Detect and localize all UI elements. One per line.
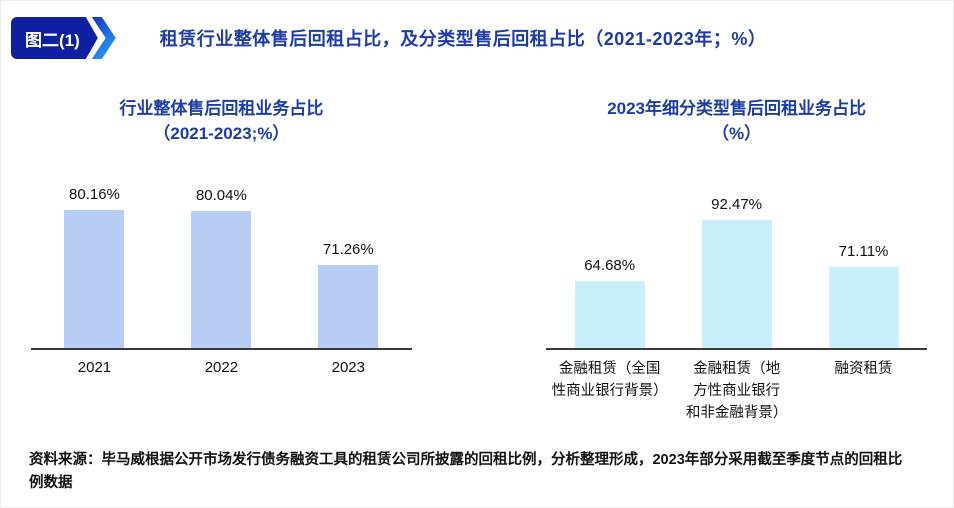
- figure-title: 租赁行业整体售后回租占比，及分类型售后回租占比（2021-2023年；%）: [159, 29, 767, 49]
- chart-title: 行业整体售后回租业务占比 （2021-2023;%）: [31, 97, 412, 146]
- category-label: 2021: [77, 359, 112, 377]
- figure-number-badge: 图二(1): [11, 17, 116, 59]
- chart-title-line1: 2023年细分类型售后回租业务占比: [607, 99, 867, 118]
- bar-value-label: 80.04%: [195, 187, 247, 205]
- chart-by-type-2023: 2023年细分类型售后回租业务占比 （%） 64.68% 92.47% 71.11%…: [546, 97, 927, 425]
- bar-value-label: 71.26%: [322, 241, 374, 259]
- bar: [64, 210, 125, 349]
- bar-value-label: 80.16%: [69, 186, 120, 204]
- bar: [828, 267, 899, 349]
- source-note: 资料来源：毕马威根据公开市场发行债务融资工具的租赁公司所披露的回租比例，分析整理…: [29, 451, 903, 491]
- bar: [318, 265, 379, 349]
- bar-value-label: 92.47%: [711, 196, 763, 214]
- bar-value-label: 64.68%: [584, 257, 636, 275]
- figure-header: 图二(1) 租赁行业整体售后回租占比，及分类型售后回租占比（2021-2023年…: [1, 1, 953, 59]
- plot-area: 80.16% 80.04% 71.26%: [31, 154, 412, 351]
- bar-column: 71.11%: [800, 243, 927, 349]
- chart-industry-overall: 行业整体售后回租业务占比 （2021-2023;%） 80.16% 80.04% 7…: [31, 97, 412, 425]
- category-label: 2022: [204, 359, 239, 377]
- plot-area: 64.68% 92.47% 71.11%: [546, 154, 927, 351]
- charts-row: 行业整体售后回租业务占比 （2021-2023;%） 80.16% 80.04% 7…: [1, 97, 953, 425]
- chart-title-line1: 行业整体售后回租业务占比: [119, 99, 324, 118]
- bar-value-label: 71.11%: [838, 243, 889, 261]
- bar-column: 71.26%: [285, 241, 412, 349]
- category-label: 2023: [331, 359, 365, 377]
- bar: [574, 281, 645, 349]
- category-label: 融资租赁: [834, 361, 893, 378]
- chart-title-line2: （2021-2023;%）: [153, 123, 290, 143]
- chart-title: 2023年细分类型售后回租业务占比 （%）: [546, 97, 927, 146]
- bar-column: 80.16%: [31, 186, 158, 349]
- bar-column: 64.68%: [546, 257, 673, 349]
- chart-title-line2: （%）: [712, 123, 762, 143]
- bar: [701, 220, 772, 349]
- category-row: 金融租赁（全国 性商业银行背景） 金融租赁（地 方性商业银行 和非金融背景） 融资租…: [546, 359, 927, 424]
- category-label: 金融租赁（全国 性商业银行背景）: [551, 361, 668, 400]
- category-row: 2021 2022 2023: [31, 359, 412, 376]
- figure-number-label: 图二(1): [11, 17, 98, 59]
- bar-column: 80.04%: [158, 187, 285, 349]
- bar-column: 92.47%: [673, 196, 800, 349]
- category-label: 金融租赁（地 方性商业银行 和非金融背景）: [685, 361, 788, 421]
- bar: [191, 211, 252, 349]
